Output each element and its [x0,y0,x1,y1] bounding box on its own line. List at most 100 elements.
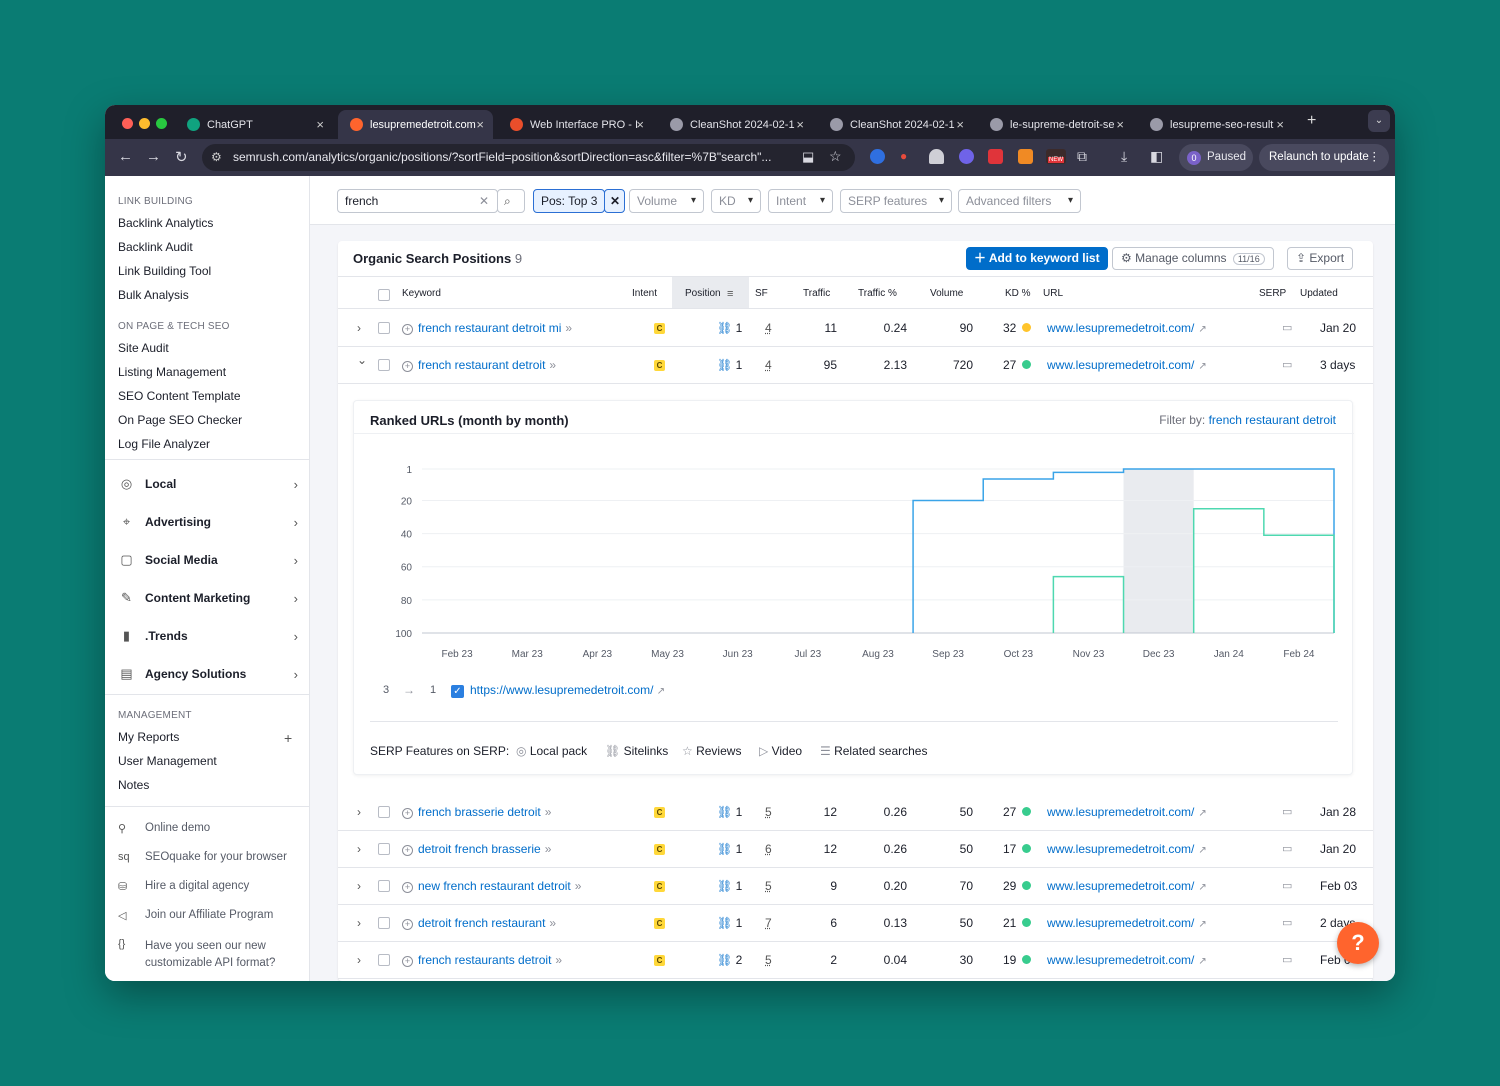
browser-tab[interactable]: lesupremedetroit.com × [338,110,493,139]
filter-dropdown[interactable]: Advanced filters ▾ [958,189,1081,213]
column-header[interactable]: Volume [930,288,964,299]
sidebar-category[interactable]: ▤ Agency Solutions › [118,663,298,685]
sidebar-category[interactable]: ⌖ Advertising › [118,511,298,533]
url-link[interactable]: www.lesupremedetroit.com/↗ [1047,358,1207,372]
clear-search-icon[interactable]: ✕ [478,194,489,208]
browser-tab[interactable]: ChatGPT × [175,110,333,139]
table-row[interactable]: › + detroit french restaurant» C ⛓ 1 7 6 0.13 50… [338,905,1373,942]
gear-extension-icon[interactable] [959,149,974,164]
serp-snapshot-icon[interactable]: ▭ [1282,359,1293,371]
export-button[interactable]: ⇪ Export [1287,247,1354,270]
beacon-icon[interactable] [1018,149,1033,164]
chevron-right-icon[interactable]: › [357,842,361,856]
keyword-details-icon[interactable]: » [574,879,582,893]
sidebar-item[interactable]: User Management [118,754,217,768]
keyword-details-icon[interactable]: » [549,916,557,930]
relaunch-button[interactable]: Relaunch to update ⋮ [1259,144,1389,171]
column-header[interactable]: Intent [632,288,658,299]
keyword-link[interactable]: + new french restaurant detroit» [402,879,581,893]
site-info-icon[interactable]: ⚙ [211,150,222,164]
profile-paused-button[interactable]: 0 Paused [1179,144,1253,171]
bookmark-star-icon[interactable]: ☆ [829,148,842,164]
add-keyword-icon[interactable]: + [402,956,413,967]
row-checkbox[interactable] [378,954,390,966]
manage-columns-button[interactable]: ⚙ Manage columns 11/16 [1112,247,1274,270]
add-keyword-icon[interactable]: + [402,808,413,819]
close-tab-icon[interactable]: × [1276,117,1284,132]
url-link[interactable]: www.lesupremedetroit.com/↗ [1047,805,1207,819]
sidebar-item[interactable]: Log File Analyzer [118,437,211,451]
cloud-icon[interactable] [929,149,944,164]
table-row[interactable]: › + french brasserie detroit» C ⛓ 1 5 12 0.26 50… [338,794,1373,831]
url-link[interactable]: www.lesupremedetroit.com/↗ [1047,879,1207,893]
asana-icon[interactable]: ● [900,149,908,163]
keyword-link[interactable]: + french restaurant detroit» [402,358,556,372]
filter-dropdown[interactable]: Intent ▾ [768,189,833,213]
keyword-search-input[interactable]: french ✕ [337,189,498,213]
browser-tab[interactable]: Web Interface PRO - I × [498,110,653,139]
search-icon[interactable]: ⌕ [497,189,525,213]
help-button[interactable]: ? [1337,922,1379,964]
position-filter-chip[interactable]: Pos: Top 3 [533,189,605,213]
column-header[interactable]: KD % [1005,288,1031,299]
serp-features-count[interactable]: 7 [765,916,772,930]
sidebar-item[interactable]: Listing Management [118,365,227,379]
new-tab-button[interactable]: + [1307,112,1317,129]
sidebar-category[interactable]: ▢ Social Media › [118,549,298,571]
table-row[interactable]: › + new french restaurant detroit» C ⛓ 1 5 9 0.… [338,868,1373,905]
close-tab-icon[interactable]: × [476,117,484,132]
column-header[interactable]: Updated [1300,288,1338,299]
sidebar-item[interactable]: SEO Content Template [118,389,241,403]
tab-search-button[interactable]: ⌄ [1368,110,1390,132]
close-tab-icon[interactable]: × [956,117,964,132]
add-keyword-icon[interactable]: + [402,882,413,893]
keyword-link[interactable]: + detroit french restaurant» [402,916,556,930]
close-tab-icon[interactable]: × [636,117,644,132]
sidebar-category[interactable]: ✎ Content Marketing › [118,587,298,609]
chevron-right-icon[interactable]: › [357,321,361,335]
chevron-right-icon[interactable]: › [357,916,361,930]
sidebar-item[interactable]: My Reports [118,730,180,744]
row-checkbox[interactable] [378,843,390,855]
select-all-checkbox[interactable] [378,289,390,301]
column-header[interactable]: URL [1043,288,1064,299]
sidebar-item[interactable]: Backlink Analytics [118,216,214,230]
filter-dropdown[interactable]: Volume ▾ [629,189,704,213]
url-field[interactable]: ⚙ semrush.com/analytics/organic/position… [202,144,855,171]
filter-by-value[interactable]: french restaurant detroit [1208,413,1336,427]
add-keyword-icon[interactable]: + [402,361,413,372]
remove-position-filter-icon[interactable]: ✕ [604,189,625,213]
column-header[interactable]: Position [685,288,721,299]
keyword-link[interactable]: + detroit french brasserie» [402,842,551,856]
serp-snapshot-icon[interactable]: ▭ [1282,806,1293,818]
filter-dropdown[interactable]: KD ▾ [711,189,761,213]
row-checkbox[interactable] [378,359,390,371]
serp-features-count[interactable]: 5 [765,805,772,819]
add-report-icon[interactable]: + [284,730,293,746]
reload-icon[interactable]: ↻ [175,149,188,166]
keyword-details-icon[interactable]: » [549,358,557,372]
keyword-details-icon[interactable]: » [544,842,552,856]
sidebar-footer-item[interactable]: ⚲ Online demo [118,822,210,835]
row-checkbox[interactable] [378,917,390,929]
url-link[interactable]: www.lesupremedetroit.com/↗ [1047,916,1207,930]
chevron-down-icon[interactable]: ⌄ [357,353,368,367]
close-tab-icon[interactable]: × [316,117,324,132]
back-icon[interactable]: ← [118,148,133,165]
url-link[interactable]: www.lesupremedetroit.com/↗ [1047,842,1207,856]
minimize-window-button[interactable] [139,118,150,129]
add-keyword-icon[interactable]: + [402,324,413,335]
chevron-right-icon[interactable]: › [357,805,361,819]
serp-snapshot-icon[interactable]: ▭ [1282,880,1293,892]
sidebar-item[interactable]: Link Building Tool [118,264,212,278]
url-link[interactable]: www.lesupremedetroit.com/↗ [1047,953,1207,967]
chevron-right-icon[interactable]: › [357,879,361,893]
sidebar-item[interactable]: Site Audit [118,341,169,355]
sidebar-footer-item[interactable]: sq SEOquake for your browser [118,851,287,863]
sidebar-footer-item[interactable]: ⛁ Hire a digital agency [118,880,249,893]
column-header[interactable]: Traffic % [858,288,897,299]
forward-icon[interactable]: → [146,148,161,165]
sidebar-item[interactable]: On Page SEO Checker [118,413,243,427]
download-icon[interactable]: ⤓ [1121,148,1128,164]
extensions-puzzle-icon[interactable]: ⧉ [1077,148,1087,164]
